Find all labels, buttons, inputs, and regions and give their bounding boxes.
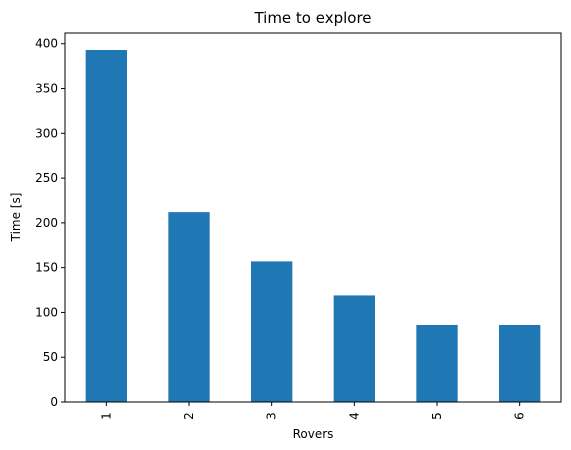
bar-1	[85, 50, 127, 402]
y-axis-label: Time [s]	[9, 193, 23, 243]
y-tick-label: 0	[50, 395, 58, 409]
x-tick-label: 2	[182, 412, 196, 420]
y-tick-label: 250	[35, 171, 58, 185]
bar-4	[333, 295, 375, 402]
y-tick-label: 400	[35, 37, 58, 51]
bar-6	[499, 324, 541, 402]
y-tick-label: 50	[43, 350, 58, 364]
bars-group	[85, 50, 541, 402]
x-tick-label: 6	[513, 412, 527, 420]
x-axis: 1 2 3 4 5 6	[99, 402, 527, 420]
plot-frame	[64, 32, 562, 403]
y-tick-label: 350	[35, 82, 58, 96]
y-tick-label: 200	[35, 216, 58, 230]
bar-2	[168, 212, 210, 402]
x-tick-label: 1	[99, 412, 113, 420]
x-tick-label: 3	[265, 412, 279, 420]
y-tick-label: 100	[35, 305, 58, 319]
x-tick-label: 5	[430, 412, 444, 420]
bar-3	[251, 261, 293, 402]
y-axis: 0 50 100 150 200 250 300 350 400	[35, 37, 65, 409]
y-tick-label: 300	[35, 126, 58, 140]
bar-5	[416, 324, 458, 402]
x-axis-label: Rovers	[293, 427, 334, 441]
x-tick-label: 4	[347, 412, 361, 420]
y-tick-label: 150	[35, 261, 58, 275]
chart-title: Time to explore	[253, 9, 371, 27]
